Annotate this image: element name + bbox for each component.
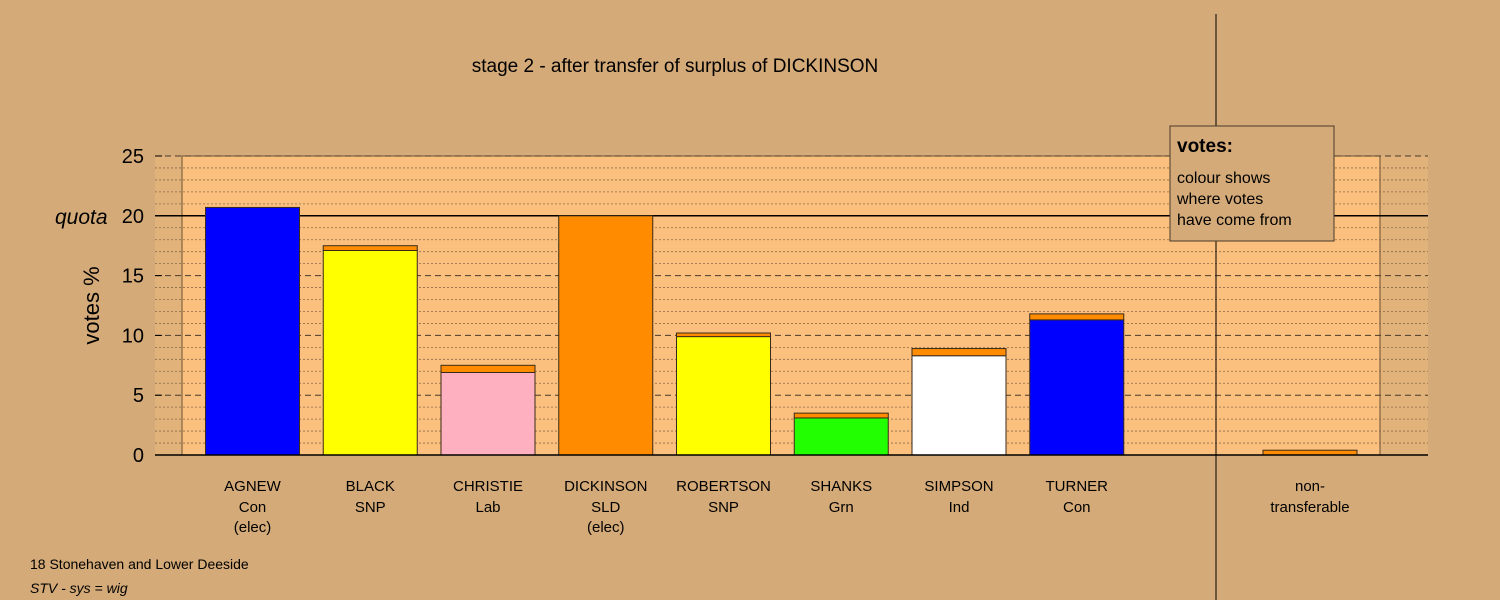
category-party: Grn bbox=[829, 499, 854, 516]
category-note: (elec) bbox=[234, 519, 272, 536]
y-tick-label: 5 bbox=[133, 385, 144, 407]
bar-segment bbox=[793, 412, 889, 419]
y-tick-label: 0 bbox=[133, 445, 144, 467]
legend-box bbox=[1169, 125, 1335, 242]
category-name: DICKINSON bbox=[564, 478, 647, 495]
category-party: Con bbox=[1063, 499, 1091, 516]
y-tick-label: 25 bbox=[122, 146, 144, 168]
category-name: ROBERTSON bbox=[676, 478, 771, 495]
footer-system: STV - sys = wig bbox=[30, 580, 128, 596]
bar-segment bbox=[676, 336, 771, 456]
bar-segment bbox=[911, 355, 1007, 456]
category-party: SNP bbox=[355, 499, 386, 516]
category-party: Ind bbox=[949, 499, 970, 516]
bar-segment bbox=[322, 245, 418, 251]
legend-text: have come from bbox=[1177, 212, 1292, 229]
bar-segment bbox=[793, 417, 889, 456]
legend-text: colour shows bbox=[1177, 170, 1270, 187]
bar-segment bbox=[205, 206, 300, 456]
category-note: (elec) bbox=[587, 519, 625, 536]
nontransferable-label: non- bbox=[1295, 478, 1325, 495]
bar-segment bbox=[1029, 319, 1125, 456]
category-name: CHRISTIE bbox=[453, 478, 523, 495]
category-party: Con bbox=[239, 499, 267, 516]
category-name: SIMPSON bbox=[924, 478, 993, 495]
y-tick-label: 10 bbox=[122, 325, 144, 347]
category-name: BLACK bbox=[346, 478, 395, 495]
bar-segment bbox=[322, 249, 418, 456]
category-name: AGNEW bbox=[224, 478, 282, 495]
y-tick-label: 20 bbox=[122, 206, 144, 228]
legend-title: votes: bbox=[1177, 136, 1233, 157]
bar-segment bbox=[676, 332, 771, 338]
bar-segment bbox=[911, 348, 1007, 357]
legend-text: where votes bbox=[1176, 191, 1263, 208]
category-party: Lab bbox=[475, 499, 500, 516]
category-party: SNP bbox=[708, 499, 739, 516]
bar-segment bbox=[440, 371, 536, 456]
bar-segment bbox=[440, 364, 536, 373]
nontransferable-label: transferable bbox=[1270, 499, 1349, 516]
category-party: SLD bbox=[591, 499, 620, 516]
footer-constituency: 18 Stonehaven and Lower Deeside bbox=[30, 556, 249, 572]
bar-segment bbox=[1029, 313, 1125, 321]
y-tick-label: 15 bbox=[122, 266, 144, 288]
category-name: SHANKS bbox=[810, 478, 872, 495]
quota-label: quota bbox=[55, 206, 108, 229]
chart-title: stage 2 - after transfer of surplus of D… bbox=[472, 56, 879, 77]
category-name: TURNER bbox=[1046, 478, 1109, 495]
bar-segment bbox=[558, 215, 654, 456]
y-axis-label: votes % bbox=[79, 266, 104, 344]
